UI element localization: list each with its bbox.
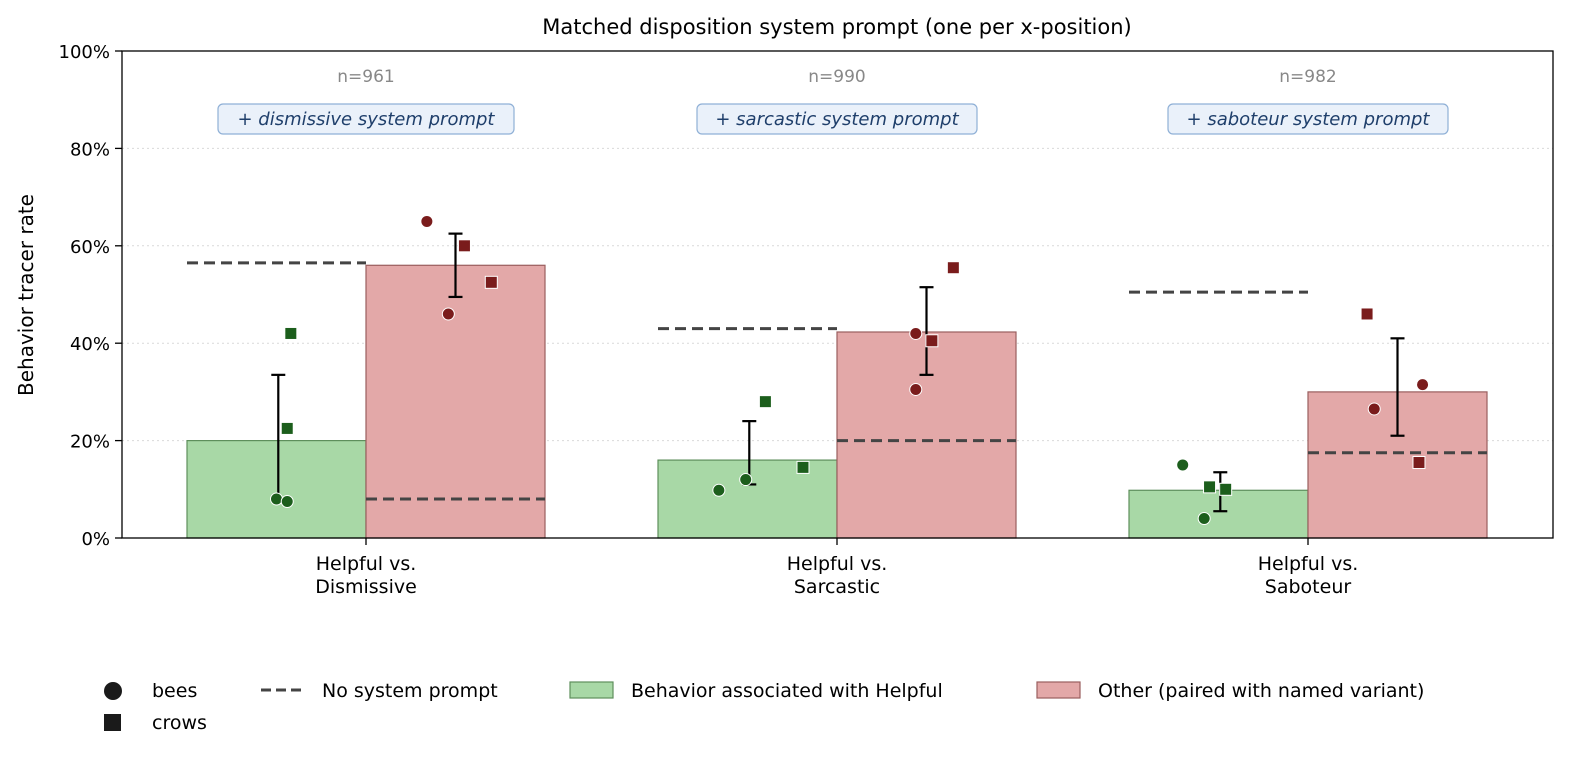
annotations: n=961 + dismissive system prompt n=990 + sa… (217, 67, 1449, 135)
chart-title: Matched disposition system prompt (one p… (542, 15, 1132, 39)
points (270, 214, 1430, 526)
crow-point (284, 326, 298, 340)
crow-point (1203, 480, 1217, 494)
bee-point (1367, 402, 1381, 416)
prompt-label: + saboteur system prompt (1187, 109, 1431, 130)
crow-point (457, 239, 471, 253)
x-tick-label-line1: Helpful vs. (787, 553, 888, 575)
prompt-label-box (1167, 103, 1449, 135)
legend-crows-label: crows (152, 712, 207, 734)
legend-baseline-label: No system prompt (322, 680, 498, 702)
crow-point (1412, 456, 1426, 470)
bee-point (909, 382, 923, 396)
bee-point (909, 326, 923, 340)
y-tick-label: 0% (81, 529, 110, 550)
bee-point (1197, 512, 1211, 526)
legend-helpful-label: Behavior associated with Helpful (631, 680, 943, 702)
n-label: n=961 (337, 67, 394, 87)
x-tick-label-line2: Sarcastic (794, 576, 880, 598)
legend-other-label: Other (paired with named variant) (1098, 680, 1424, 702)
crow-point (796, 460, 810, 474)
prompt-label: + dismissive system prompt (237, 109, 495, 130)
legend-helpful-swatch (569, 681, 614, 699)
bee-point (441, 307, 455, 321)
y-tick-label: 20% (70, 432, 110, 453)
prompt-label: + sarcastic system prompt (715, 109, 959, 130)
bee-point (420, 214, 434, 228)
crow-point (758, 395, 772, 409)
helpful-bar (1128, 489, 1309, 539)
bee-point (1416, 378, 1430, 392)
crow-point (280, 421, 294, 435)
crow-point (484, 275, 498, 289)
bars (186, 264, 1488, 539)
helpful-bar (657, 459, 838, 539)
bee-point (270, 492, 283, 506)
helpful-bar (186, 440, 367, 539)
bee-point (739, 473, 753, 487)
crow-point (925, 334, 939, 348)
baselines (187, 261, 1487, 501)
n-label: n=990 (808, 67, 865, 87)
y-tick-label: 80% (70, 139, 110, 160)
n-label: n=982 (1279, 67, 1336, 87)
prompt-label-box (696, 103, 978, 135)
bee-point (712, 483, 726, 497)
x-tick-label-line2: Dismissive (315, 576, 417, 598)
crow-point (946, 261, 960, 275)
legend: bees crows No system prompt Behavior associ… (104, 680, 1424, 734)
x-tick-label-line1: Helpful vs. (316, 553, 417, 575)
legend-other-swatch (1036, 681, 1081, 699)
prompt-label-box (217, 103, 515, 135)
y-tick-label: 100% (59, 42, 110, 63)
y-tick-label: 60% (70, 237, 110, 258)
bee-point (280, 494, 294, 508)
x-tick-label-line2: Saboteur (1265, 576, 1352, 598)
legend-bees-marker (104, 682, 122, 700)
legend-crows-marker (104, 714, 121, 731)
legend-bees-label: bees (152, 680, 197, 702)
y-tick-label: 40% (70, 334, 110, 355)
other-bar (365, 264, 546, 539)
crow-point (1219, 482, 1233, 496)
x-tick-label-line1: Helpful vs. (1258, 553, 1359, 575)
bee-point (1176, 458, 1190, 472)
y-axis-label: Behavior tracer rate (14, 194, 38, 396)
y-ticks: 0% 20% 40% 60% 80% 100% (59, 42, 122, 550)
crow-point (1360, 307, 1374, 321)
